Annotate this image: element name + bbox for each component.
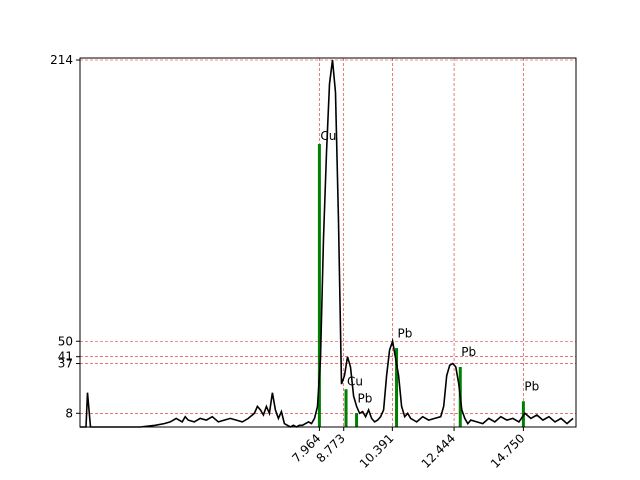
plot-area-frame [79, 57, 577, 428]
x-tick-label: 8.773 [314, 431, 348, 465]
annotations: Cu Cu Pb Pb Pb Pb [320, 129, 539, 405]
grid-lines [80, 58, 576, 427]
element-bar [395, 348, 399, 427]
y-tick-label: 214 [50, 53, 73, 67]
spectrum-line [80, 59, 574, 428]
x-tick-label: 10.391 [357, 431, 397, 471]
element-bar [317, 144, 321, 427]
annotation-label: Cu [320, 129, 336, 143]
annotation-label: Pb [524, 379, 539, 393]
y-tick-label: 8 [65, 406, 73, 420]
annotation-label: Pb [461, 345, 476, 359]
annotation-label: Cu [347, 374, 363, 388]
element-bar [344, 389, 348, 427]
y-tick-label: 41 [58, 350, 73, 364]
y-tick-label: 37 [58, 357, 73, 371]
y-tick-label: 50 [58, 334, 73, 348]
annotation-label: Pb [398, 326, 413, 340]
element-bar [355, 413, 359, 427]
x-tick-label: 12.444 [419, 431, 459, 471]
annotation-label: Pb [358, 391, 373, 405]
x-tick-label: 14.750 [488, 431, 528, 471]
